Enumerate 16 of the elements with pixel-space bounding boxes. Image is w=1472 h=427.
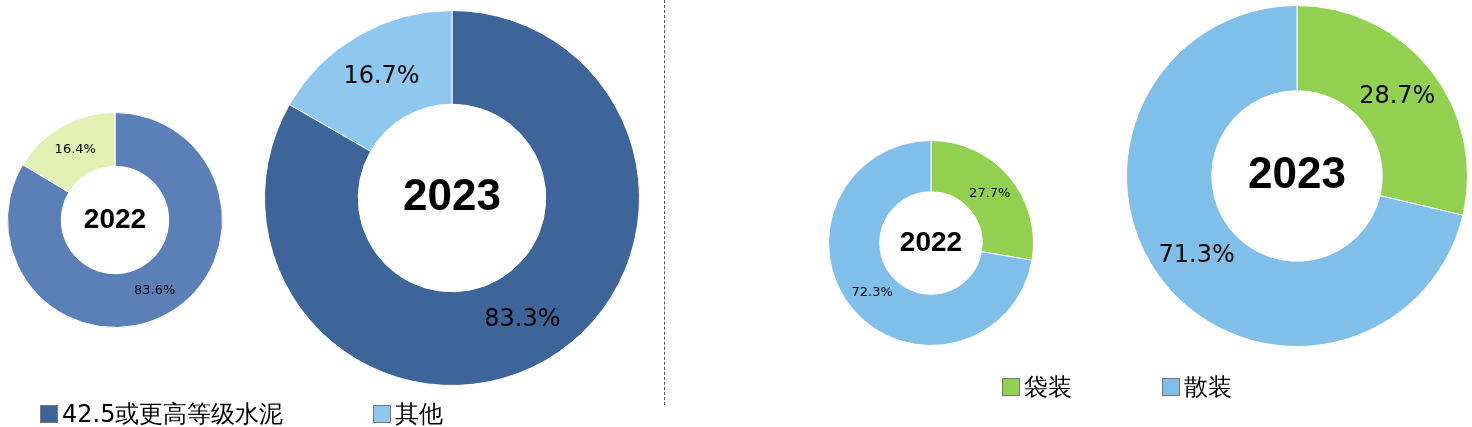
legend-label: 42.5或更高等级水泥 [62, 399, 284, 427]
data-label: 71.3% [1158, 239, 1235, 268]
data-label: 83.3% [484, 303, 561, 332]
legend-label: 袋装 [1024, 372, 1072, 403]
text: 2022 [899, 225, 963, 257]
data-label: 27.7% [969, 184, 1011, 200]
legend-label: 其他 [395, 399, 444, 427]
legend-label: 散装 [1184, 372, 1232, 403]
data-label: 83.6% [134, 281, 176, 297]
data-label: 28.7% [1359, 80, 1436, 109]
data-label: 72.3% [851, 283, 893, 299]
text: 2023 [403, 170, 501, 220]
data-label: 16.7% [343, 60, 420, 89]
text: 2023 [1248, 148, 1346, 198]
data-label: 16.4% [54, 141, 96, 157]
text: 2022 [83, 202, 147, 234]
